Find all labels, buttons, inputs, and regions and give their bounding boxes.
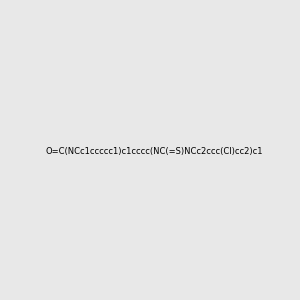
- Text: O=C(NCc1ccccc1)c1cccc(NC(=S)NCc2ccc(Cl)cc2)c1: O=C(NCc1ccccc1)c1cccc(NC(=S)NCc2ccc(Cl)c…: [45, 147, 262, 156]
